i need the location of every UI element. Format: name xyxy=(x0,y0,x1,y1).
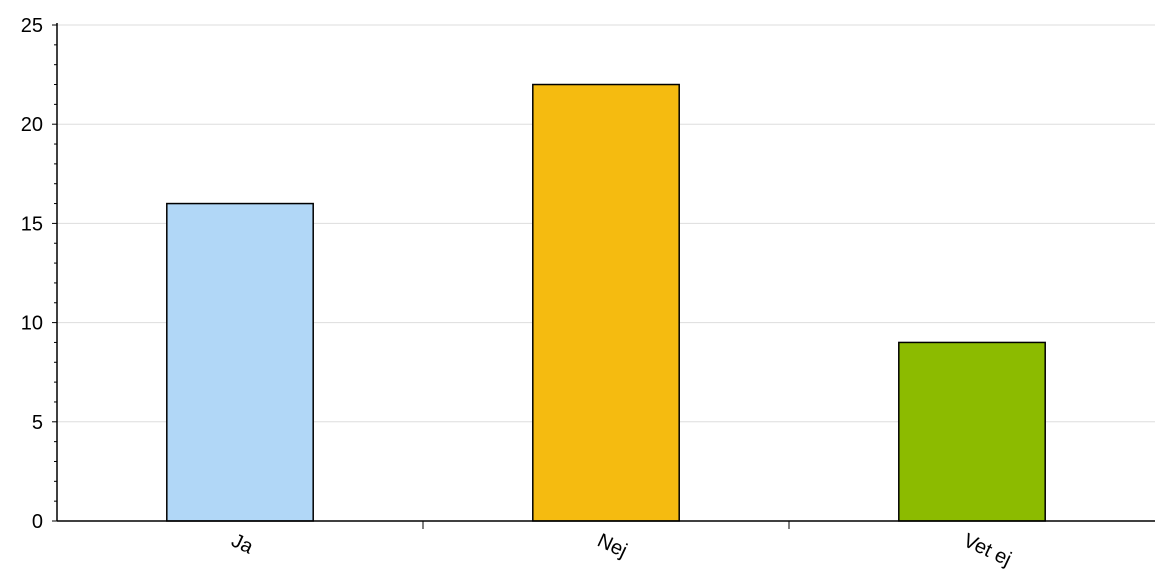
y-tick-label: 10 xyxy=(21,313,43,335)
x-category-label: Nej xyxy=(594,530,631,563)
bar-vet-ej xyxy=(898,341,1046,522)
y-tick-label: 20 xyxy=(21,114,43,136)
x-category-label: Vet ej xyxy=(960,530,1015,571)
bar-ja xyxy=(166,202,314,522)
y-tick-label: 25 xyxy=(21,15,43,37)
axes xyxy=(52,23,1155,529)
x-category-label: Ja xyxy=(228,530,257,559)
bars xyxy=(166,83,1046,522)
bar-nej xyxy=(532,83,680,522)
y-tick-label: 5 xyxy=(32,412,43,434)
y-tick-labels: 0 5 10 15 20 25 xyxy=(21,15,43,533)
x-category-labels: Ja Nej Vet ej xyxy=(228,530,1015,571)
y-tick-label: 0 xyxy=(32,511,43,533)
y-tick-label: 15 xyxy=(21,213,43,235)
